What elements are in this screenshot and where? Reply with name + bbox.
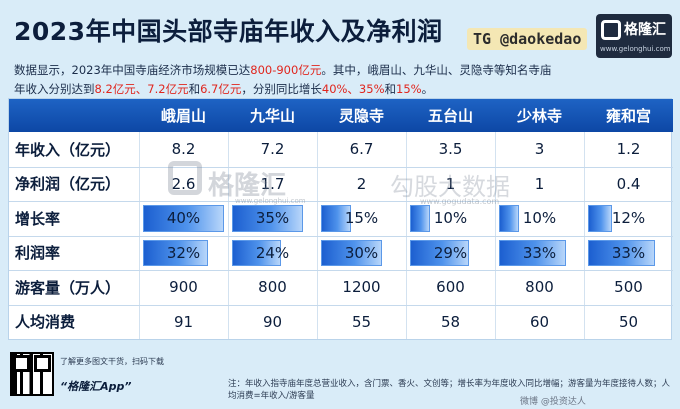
table-cell-value: 1 (534, 174, 545, 193)
header: 2023年中国头部寺庙年收入及净利润 TG @daokedao 格隆汇 www.… (0, 0, 680, 62)
watermark-g-icon (168, 161, 202, 195)
desc-text: 和 (384, 82, 397, 96)
column-header: 少林寺 (516, 107, 562, 125)
column-header: 五台山 (427, 107, 473, 125)
table-cell-value: 2 (356, 174, 367, 193)
desc-text: 年收入分别达到 (14, 82, 95, 96)
desc-highlight: 40%、35% (321, 82, 385, 96)
table-cell-value: 0.4 (616, 174, 641, 193)
description: 数据显示，2023年中国寺庙经济市场规模已达800-900亿元。其中，峨眉山、九… (14, 61, 614, 99)
row-label: 净利润（亿元） (15, 175, 121, 194)
logo-g-icon (601, 20, 621, 40)
table-cell-value: 30% (344, 243, 379, 262)
table-cell-value: 33% (611, 243, 646, 262)
desc-text: 和 (188, 82, 201, 96)
table-cell-value: 1200 (342, 278, 381, 297)
watermark-data-brand: 勾股大数据 (390, 173, 510, 201)
row-label: 增长率 (15, 209, 61, 228)
weibo-watermark: 微博 @投资达人 (520, 397, 586, 407)
percent-bar (143, 239, 208, 266)
desc-highlight: 15% (396, 82, 422, 96)
column-header: 灵隐寺 (338, 107, 384, 125)
table-cell-value: 58 (440, 312, 461, 331)
desc-text: 数据显示，2023年中国寺庙经济市场规模已达 (14, 63, 251, 77)
table-header-row (9, 99, 673, 132)
watermark-brand: 格隆汇 (208, 171, 287, 201)
table-cell-value: 15% (344, 209, 379, 228)
desc-highlight: 800-900亿元 (250, 63, 322, 77)
row-divider (9, 201, 673, 202)
table-cell-value: 1.2 (616, 140, 641, 159)
percent-bar (232, 239, 281, 266)
qr-code (10, 352, 54, 396)
table-cell-value: 1 (445, 174, 456, 193)
desc-text: 。 (421, 82, 434, 96)
table-cell-value: 800 (258, 278, 287, 297)
percent-bar (321, 205, 351, 232)
table-cell-value: 40% (166, 209, 201, 228)
table-cell-value: 55 (351, 312, 372, 331)
row-label: 游客量（万人） (15, 278, 121, 297)
watermark-data-url: www.gogudata.com (420, 197, 500, 206)
percent-bar (410, 205, 430, 232)
table-cell-value: 91 (173, 312, 194, 331)
row-label: 人均消费 (15, 313, 76, 332)
percent-bar (410, 239, 469, 266)
table-cell-value: 6.7 (349, 140, 374, 159)
table-cell-value: 800 (525, 278, 554, 297)
table-cell-value: 50 (618, 312, 639, 331)
table-cell-value: 3 (534, 140, 545, 159)
qr-hint: 了解更多图文干货，扫码下载 (60, 357, 164, 366)
row-divider (9, 166, 673, 168)
table-cell-value: 12% (611, 209, 646, 228)
table-cell-value: 1.7 (260, 174, 285, 193)
row-label: 年收入（亿元） (15, 140, 121, 159)
table-cell-value: 10% (522, 209, 557, 228)
column-header: 雍和宫 (605, 107, 651, 125)
brand-logo: 格隆汇 www.gelonghui.com (596, 14, 672, 58)
tg-handle-badge: TG @daokedao (467, 28, 588, 50)
percent-bar (499, 205, 519, 232)
logo-name: 格隆汇 (624, 22, 666, 38)
table-cell-value: 3.5 (438, 140, 463, 159)
table-cell-value: 600 (436, 278, 465, 297)
desc-highlight: 8.2亿元、7.2亿元 (94, 82, 189, 96)
row-divider (9, 270, 673, 271)
table-cell-value: 24% (255, 243, 290, 262)
table-cell-value: 32% (166, 243, 201, 262)
table-cell-value: 2.6 (171, 174, 196, 193)
data-table: 峨眉山 九华山 灵隐寺 五台山 少林寺 雍和宫年收入（亿元） 8.2 7.2 6.7 3.5 3 1.… (8, 98, 673, 340)
column-header: 九华山 (249, 107, 295, 125)
table-cell-value: 33% (522, 243, 557, 262)
desc-text: 。其中，峨眉山、九华山、灵隐寺等知名寺庙 (321, 63, 552, 77)
percent-bar (499, 239, 566, 266)
watermark-brand-url: www.gelonghui.com (235, 197, 306, 205)
desc-text: ，分别同比增长 (241, 82, 322, 96)
app-name: “格隆汇App” (60, 380, 132, 393)
table-cell-value: 29% (433, 243, 468, 262)
table-cell-value: 500 (614, 278, 643, 297)
percent-bar (588, 239, 655, 266)
table-cell-value: 35% (255, 209, 290, 228)
percent-bar (588, 205, 612, 232)
percent-bar (143, 205, 224, 232)
table-cell-value: 7.2 (260, 140, 285, 159)
row-divider (9, 235, 673, 237)
percent-bar (232, 205, 303, 232)
footnote: 注：年收入指寺庙年度总营业收入，含门票、香火、文创等；增长率为年度收入同比增幅；… (228, 379, 671, 401)
table-cell-value: 60 (529, 312, 550, 331)
percent-bar (321, 239, 382, 266)
table-cell-value: 90 (262, 312, 283, 331)
table-cell-value: 900 (169, 278, 198, 297)
row-label: 利润率 (15, 244, 61, 263)
logo-url: www.gelonghui.com (600, 45, 671, 53)
table-cell-value: 10% (433, 209, 468, 228)
table-cell-value: 8.2 (171, 140, 196, 159)
desc-highlight: 6.7亿元 (200, 82, 242, 96)
column-header: 峨眉山 (160, 107, 206, 125)
row-divider (9, 304, 673, 306)
page-title: 2023年中国头部寺庙年收入及净利润 (14, 17, 443, 46)
